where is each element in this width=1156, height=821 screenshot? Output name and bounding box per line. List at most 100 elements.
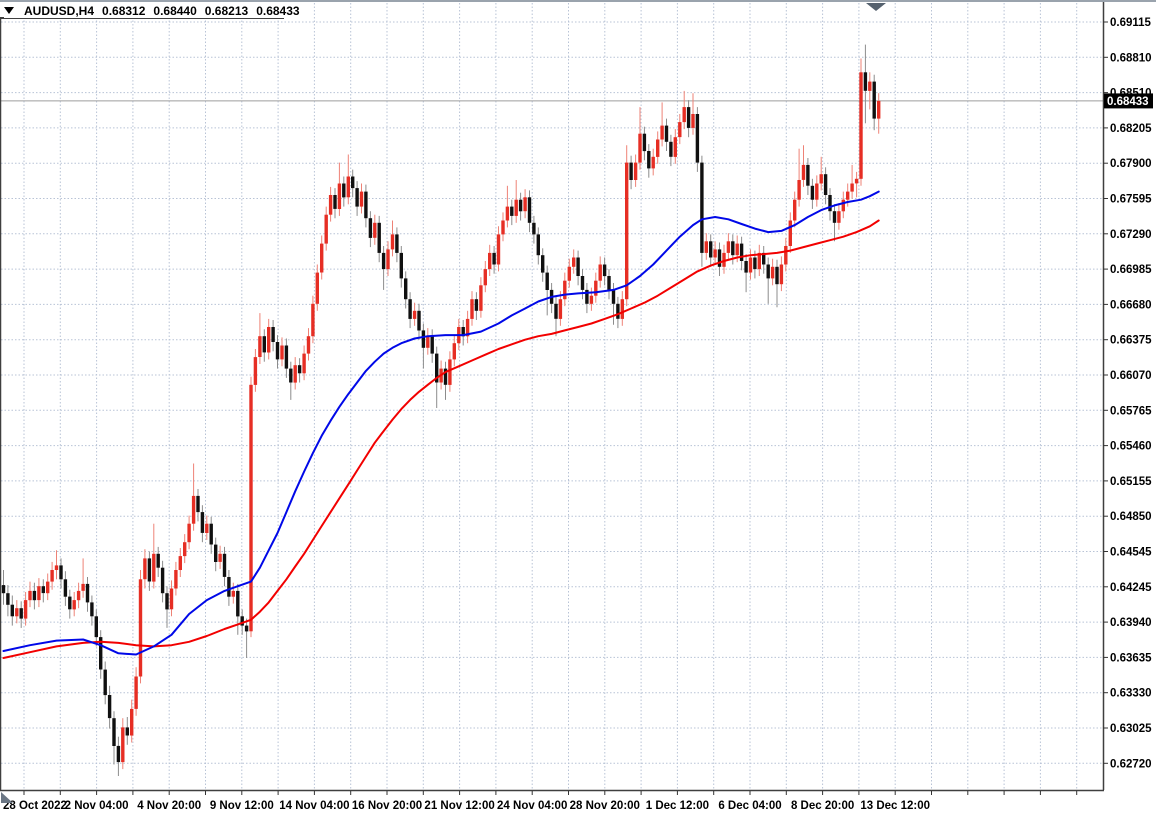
bear-candle-body: [351, 176, 355, 189]
time-tick-label: 21 Nov 12:00: [424, 800, 494, 812]
symbol-dropdown-icon[interactable]: [4, 7, 14, 14]
bull-candle-body: [249, 384, 253, 632]
bear-candle-body: [355, 188, 359, 207]
price-tick-label: 0.66680: [1110, 299, 1152, 311]
price-tick-label: 0.64850: [1110, 511, 1152, 523]
bear-candle-body: [686, 107, 691, 128]
bull-candle-body: [678, 122, 682, 138]
bull-candle-body: [302, 353, 306, 374]
bull-candle-body: [37, 586, 41, 601]
bear-candle-body: [125, 727, 129, 736]
bull-candle-body: [651, 156, 655, 169]
bull-candle-body: [793, 199, 797, 221]
bull-candle-body: [174, 570, 178, 589]
bull-candle-body: [231, 590, 235, 597]
bull-candle-body: [726, 241, 731, 253]
bull-candle-body: [218, 553, 222, 562]
bear-candle-body: [214, 544, 218, 562]
bull-candle-body: [797, 180, 801, 200]
bull-candle-body: [877, 100, 881, 119]
time-tick-label: 8 Dec 20:00: [791, 800, 854, 812]
bull-candle-body: [143, 558, 147, 580]
price-tick-label: 0.68810: [1110, 52, 1152, 64]
bull-candle-body: [704, 241, 708, 253]
bull-candle-body: [735, 243, 739, 256]
bear-candle-body: [63, 579, 68, 597]
price-tick-label: 0.65155: [1110, 476, 1152, 488]
bear-candle-body: [227, 577, 231, 597]
bull-candle-body: [191, 495, 196, 524]
bear-candle-body: [297, 365, 302, 374]
bull-candle-body: [46, 581, 50, 594]
bear-candle-body: [669, 141, 673, 157]
bear-candle-body: [165, 593, 169, 610]
bear-candle-body: [642, 133, 647, 152]
bull-candle-body: [121, 727, 125, 763]
current-price-tag-label: 0.68433: [1107, 96, 1149, 108]
bear-candle-body: [368, 218, 373, 238]
bull-candle-body: [187, 523, 191, 543]
bull-candle-body: [130, 708, 134, 736]
bear-candle-body: [156, 553, 160, 568]
bull-candle-body: [72, 600, 76, 610]
bull-candle-body: [488, 252, 492, 270]
bear-candle-body: [664, 125, 669, 142]
bull-candle-body: [757, 252, 761, 270]
bull-candle-body: [682, 107, 686, 123]
candles-layer: [1, 44, 881, 776]
bear-candle-body: [94, 616, 98, 638]
bull-candle-body: [673, 137, 677, 157]
bull-candle-body: [169, 588, 174, 610]
bear-candle-body: [364, 191, 368, 219]
time-tick-label: 14 Nov 04:00: [279, 800, 349, 812]
ohlc-close: 0.68433: [256, 3, 300, 18]
bear-candle-body: [616, 303, 620, 319]
bear-candle-body: [810, 185, 815, 200]
bear-candle-body: [99, 637, 103, 670]
bear-candle-body: [209, 523, 213, 545]
bull-candle-body: [748, 257, 753, 273]
bull-candle-body: [465, 318, 470, 337]
bull-candle-body: [178, 556, 182, 570]
price-tick-label: 0.66985: [1110, 264, 1152, 276]
bear-candle-body: [41, 586, 45, 594]
time-tick-label: 28 Nov 20:00: [570, 800, 640, 812]
bear-candle-body: [863, 72, 868, 91]
bear-candle-body: [775, 266, 779, 285]
bear-candle-body: [32, 590, 37, 601]
bull-candle-body: [479, 285, 483, 311]
bull-candle-body: [253, 357, 258, 385]
bull-candle-body: [620, 299, 624, 319]
bull-candle-body: [258, 336, 262, 357]
bear-candle-body: [408, 299, 412, 319]
decorations-layer: [1, 3, 886, 803]
bear-candle-body: [1, 585, 6, 594]
bear-candle-body: [116, 745, 121, 763]
bear-candle-body: [271, 327, 275, 342]
bear-candle-body: [395, 234, 399, 253]
symbol-period-label: AUDUSD,H4: [24, 3, 95, 18]
bear-candle-body: [196, 495, 200, 513]
bear-candle-body: [399, 252, 403, 279]
bear-candle-body: [262, 336, 266, 353]
bull-candle-body: [850, 183, 854, 192]
bull-candle-body: [713, 249, 717, 258]
bull-candle-body: [501, 220, 505, 235]
bull-candle-body: [138, 579, 143, 677]
window-top-edge: [0, 0, 1156, 2]
bull-candle-body: [558, 299, 563, 319]
bear-candle-body: [430, 336, 434, 354]
price-axis[interactable]: 0.691150.688100.685100.682050.679000.675…: [1103, 17, 1153, 770]
bull-candle-body: [837, 211, 841, 223]
bull-candle-body: [23, 600, 28, 619]
price-tick-label: 0.67290: [1110, 229, 1152, 241]
fast-ma-line: [2, 190, 880, 656]
bull-candle-body: [722, 252, 726, 267]
bull-candle-body: [496, 234, 501, 265]
bull-candle-body: [76, 590, 81, 601]
bear-candle-body: [90, 602, 94, 617]
bear-candle-body: [744, 261, 748, 273]
